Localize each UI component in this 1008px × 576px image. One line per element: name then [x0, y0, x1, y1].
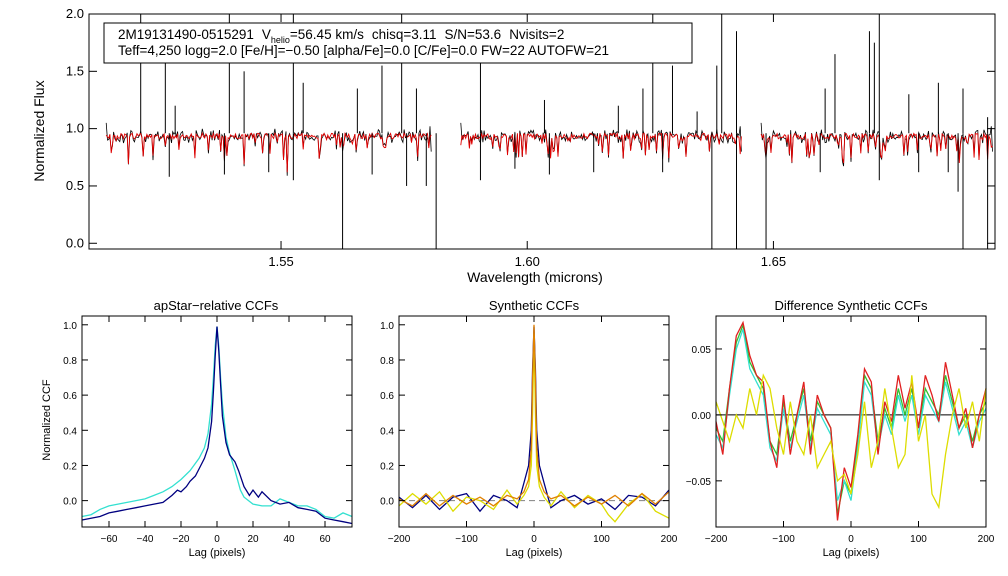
apstar-ccf-y-axis-label: Normalized CCF	[41, 379, 53, 461]
y-tick-label: 0.6	[63, 391, 77, 402]
model-spectrum-line	[760, 132, 993, 164]
y-tick-label: 0.0	[380, 497, 394, 508]
x-tick-label: −100	[455, 534, 478, 545]
apstar-ccf-axes: −60 −40 −20 0 20 40 60 0.0 0.2 0.4 0.6 0.8 1.0	[63, 316, 352, 545]
x-tick-label: 20	[247, 534, 259, 545]
info-line-1: 2M19131490-0515291 Vhelio=56.45 km/s chisq…	[118, 27, 564, 45]
ccf-series-line	[398, 324, 670, 507]
spectrum-panel: 1.55 1.60 1.65 0.0 0.5 1.0 1.5 2.0 2M19131490-0…	[31, 6, 996, 285]
synthetic-ccf-x-axis-label: Lag (pixels)	[506, 547, 563, 559]
x-tick-label: −100	[772, 534, 795, 545]
difference-ccf-panel: Difference Synthetic CCFs −200 −100 0 100 20…	[686, 298, 995, 559]
synthetic-ccf-lines	[398, 324, 670, 523]
ccf-series-line	[715, 320, 987, 521]
y-tick-label: 0.0	[63, 497, 77, 508]
apstar-ccf-lines	[81, 326, 353, 525]
x-tick-label: 100	[910, 534, 927, 545]
x-tick-label: 0	[848, 534, 854, 545]
x-tick-label: −200	[388, 534, 411, 545]
difference-ccf-x-axis-label: Lag (pixels)	[823, 547, 880, 559]
ccf-series-line	[81, 326, 353, 519]
synthetic-ccf-axes: −200 −100 0 100 200 0.0 0.2 0.4 0.6 0.8 1.0	[380, 316, 678, 545]
x-tick-label: 200	[661, 534, 678, 545]
y-tick-label: 0.05	[692, 345, 712, 356]
x-tick-label: 1.55	[268, 254, 293, 269]
y-tick-label: 2.0	[66, 6, 84, 21]
x-tick-label: −40	[137, 534, 154, 545]
synthetic-ccf-title: Synthetic CCFs	[489, 298, 580, 313]
x-tick-label: 1.65	[761, 254, 786, 269]
x-tick-label: 0	[214, 534, 220, 545]
info-box-frame	[103, 22, 693, 64]
x-tick-label: 0	[531, 534, 537, 545]
y-tick-label: −0.05	[686, 477, 712, 488]
spectrum-axes: 1.55 1.60 1.65 0.0 0.5 1.0 1.5 2.0	[66, 6, 995, 269]
y-tick-label: 0.4	[380, 426, 394, 437]
y-tick-label: 0.5	[66, 178, 84, 193]
vhelio-value: =56.45 km/s	[290, 27, 364, 42]
x-tick-label: 60	[319, 534, 331, 545]
nvisits-value: Nvisits=2	[509, 27, 564, 42]
spectrum-frame	[88, 13, 996, 250]
y-tick-label: 1.0	[380, 321, 394, 332]
x-tick-label: −200	[705, 534, 728, 545]
ccf-series-line	[398, 333, 670, 523]
snr-value: S/N=53.6	[445, 27, 502, 42]
y-tick-label: 1.5	[66, 63, 84, 78]
apstar-ccf-title: apStar−relative CCFs	[154, 298, 279, 313]
difference-ccf-axes: −200 −100 0 100 200 −0.05 0.00 0.05	[686, 316, 995, 545]
difference-ccf-title: Difference Synthetic CCFs	[775, 298, 928, 313]
x-tick-label: 40	[283, 534, 295, 545]
y-tick-label: 0.0	[66, 235, 84, 250]
x-tick-label: 200	[978, 534, 995, 545]
spectrum-y-axis-label: Normalized Flux	[31, 80, 47, 181]
info-box: 2M19131490-0515291 Vhelio=56.45 km/s chisq…	[103, 22, 693, 64]
ccf-series-line	[81, 326, 353, 525]
y-tick-label: 1.0	[63, 321, 77, 332]
apstar-ccf-x-axis-label: Lag (pixels)	[189, 547, 246, 559]
y-tick-label: 0.00	[692, 411, 712, 422]
y-tick-label: 0.8	[380, 356, 394, 367]
y-tick-label: 0.8	[63, 356, 77, 367]
vhelio-symbol: V	[262, 27, 271, 42]
y-tick-label: 0.2	[63, 461, 77, 472]
y-tick-label: 1.0	[66, 121, 84, 136]
difference-ccf-lines	[715, 320, 987, 521]
y-tick-label: 0.6	[380, 391, 394, 402]
y-tick-label: 0.4	[63, 426, 77, 437]
x-tick-label: −20	[173, 534, 190, 545]
info-line-2: Teff=4,250 logg=2.0 [Fe/H]=−0.50 [alpha/…	[118, 43, 609, 58]
x-tick-label: 100	[593, 534, 610, 545]
apstar-ccf-frame	[81, 315, 353, 528]
spectrum-x-axis-label: Wavelength (microns)	[467, 269, 603, 285]
ccf-series-line	[715, 373, 987, 510]
spectrum-lines	[105, 14, 993, 249]
y-tick-label: 0.2	[380, 461, 394, 472]
x-tick-label: 1.60	[515, 254, 540, 269]
chisq-value: chisq=3.11	[372, 27, 437, 42]
apstar-ccf-panel: apStar−relative CCFs −60 −40 −20 0 20 40 60 0.0…	[41, 298, 353, 559]
synthetic-ccf-panel: Synthetic CCFs −200 −100 0 100 200 0.0 0.2 0.4 0…	[380, 298, 678, 559]
model-spectrum-line	[460, 131, 742, 159]
vhelio-subscript: helio	[271, 35, 290, 45]
star-id: 2M19131490-0515291	[118, 27, 254, 42]
x-tick-label: −60	[101, 534, 118, 545]
